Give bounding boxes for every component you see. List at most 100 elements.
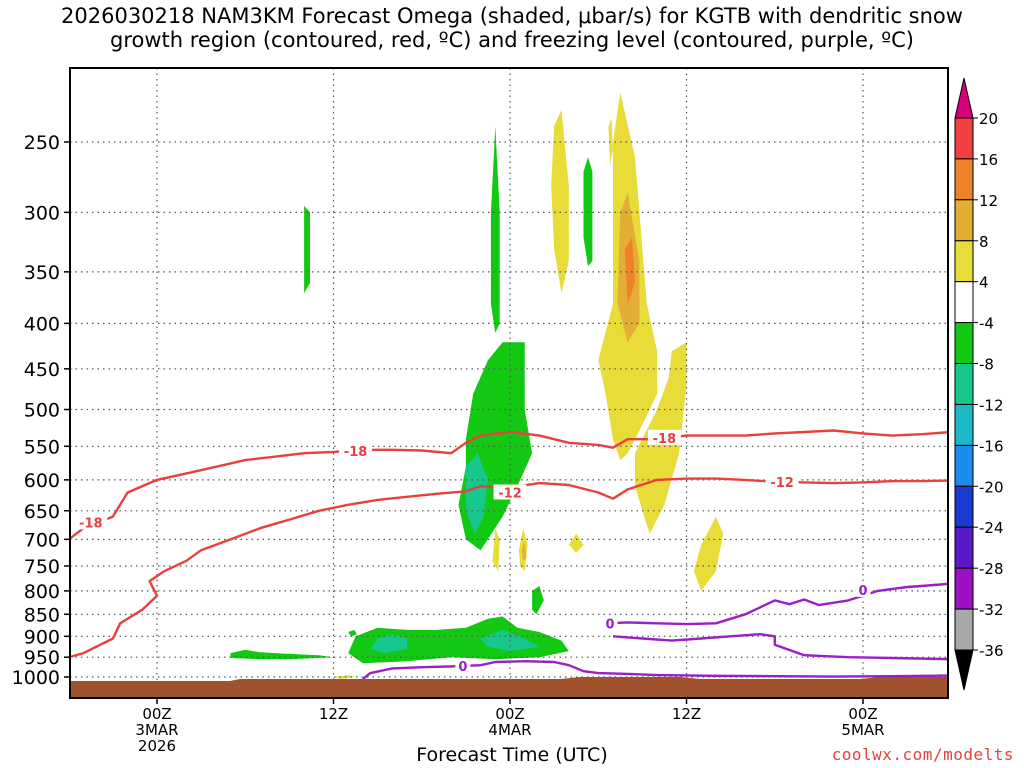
omega-region-22	[333, 675, 356, 679]
y-tick-label: 450	[24, 359, 60, 381]
colorbar-label: 12	[979, 192, 998, 210]
colorbar-label: -20	[979, 478, 1004, 496]
isotherm-label-bg	[339, 443, 373, 459]
colorbar-bin-5	[954, 322, 974, 365]
freezing-contour-0	[362, 660, 948, 680]
y-tick-label: 900	[24, 626, 60, 648]
colorbar-bin-1	[954, 158, 974, 201]
isotherm-label-bg	[74, 514, 108, 530]
omega-shading-layer	[230, 92, 724, 679]
y-tick-label: 850	[24, 604, 60, 626]
isotherm-label: -18	[653, 432, 677, 447]
omega-region-21	[608, 118, 613, 165]
omega-region-19	[521, 542, 527, 561]
freezing-level-contours: 0 0 0	[362, 581, 948, 680]
y-tick-label: 650	[24, 501, 60, 523]
y-tick-label: 750	[24, 556, 60, 578]
site-credit: coolwx.com/modelts	[831, 745, 1014, 764]
y-tick-label: 400	[24, 313, 60, 335]
omega-region-14	[624, 237, 635, 304]
colorbar-label: 8	[979, 233, 989, 251]
y-tick-label: 800	[24, 581, 60, 603]
omega-region-7	[490, 126, 500, 333]
y-tick-label: 550	[24, 436, 60, 458]
colorbar-bin-0	[954, 117, 974, 160]
plot-frame	[69, 67, 949, 699]
freezing-label: 0	[605, 617, 614, 632]
colorbar-label: -8	[979, 356, 994, 374]
colorbar-bin-3	[954, 240, 974, 283]
pressure-gridlines	[70, 68, 948, 698]
x-tick-label: 00Z	[142, 705, 171, 723]
y-tick-label: 1000	[12, 667, 60, 689]
y-tick-label: 600	[24, 470, 60, 492]
isotherm-label: -12	[498, 487, 522, 502]
colorbar-label: -32	[979, 601, 1004, 619]
freezing-label-bg	[455, 658, 471, 673]
chart-title: 2026030218 NAM3KM Forecast Omega (shaded…	[0, 4, 1024, 52]
y-tick-label: 950	[24, 647, 60, 669]
plot-border	[69, 67, 949, 699]
colorbar-label: -12	[979, 397, 1004, 415]
omega-region-10	[348, 629, 357, 637]
colorbar-bin-6	[954, 363, 974, 405]
colorbar-bin-10	[954, 526, 974, 569]
isotherm-label-bg	[493, 484, 527, 500]
x-tick-label: 3MAR	[135, 721, 178, 739]
y-tick-label: 500	[24, 400, 60, 422]
isotherm-label-bg	[765, 473, 799, 489]
isotherm-contour-0	[70, 429, 948, 540]
omega-region-6	[304, 205, 310, 294]
colorbar-label: -24	[979, 519, 1004, 537]
y-tick-label: 250	[24, 132, 60, 154]
colorbar-bin-12	[954, 608, 974, 651]
ground-surface	[70, 677, 948, 698]
isotherm-label: -12	[770, 476, 794, 491]
colorbar-bin-4	[954, 281, 974, 324]
x-tick-label: 00Z	[848, 705, 877, 723]
x-tick-label: 4MAR	[488, 721, 531, 739]
freezing-label-bg	[602, 615, 618, 631]
colorbar-label: -28	[979, 560, 1004, 578]
pressure-axis: 2503003504004505005506006507007508008509…	[12, 132, 70, 689]
colorbar-top-arrow	[954, 77, 974, 119]
freezing-label-bg	[855, 581, 871, 597]
freezing-label: 0	[858, 584, 867, 599]
colorbar-bin-11	[954, 567, 974, 610]
freezing-contour-2	[612, 633, 948, 661]
x-tick-label: 12Z	[672, 705, 701, 723]
colorbar-bin-8	[954, 444, 974, 487]
omega-region-16	[693, 516, 724, 591]
x-tick-label: 12Z	[319, 705, 348, 723]
chart-title-line2: growth region (contoured, red, ºC) and f…	[110, 28, 914, 52]
x-axis-label: Forecast Time (UTC)	[416, 744, 608, 766]
y-tick-label: 300	[24, 202, 60, 224]
chart-title-line1: 2026030218 NAM3KM Forecast Omega (shaded…	[61, 4, 963, 28]
isotherm-label: -18	[344, 445, 368, 460]
x-tick-label: 00Z	[495, 705, 524, 723]
omega-region-8	[583, 157, 593, 267]
freezing-contour-1	[605, 582, 948, 626]
y-tick-label: 350	[24, 262, 60, 284]
freezing-label: 0	[458, 660, 467, 675]
isotherm-label-bg	[647, 429, 681, 445]
y-tick-label: 700	[24, 529, 60, 551]
colorbar-label: -4	[979, 315, 994, 333]
x-tick-label: 5MAR	[841, 721, 884, 739]
colorbar-label: 20	[979, 110, 998, 128]
x-tick-label: 2026	[138, 737, 176, 755]
omega-region-11	[551, 109, 569, 294]
colorbar-label: 16	[979, 151, 998, 169]
ground-layer	[70, 677, 948, 698]
omega-region-9	[532, 586, 544, 615]
colorbar-label: 4	[979, 274, 989, 292]
colorbar-bin-2	[954, 199, 974, 242]
omega-region-1	[465, 453, 488, 534]
isotherm-label: -18	[79, 516, 103, 531]
colorbar-label: -36	[979, 642, 1004, 660]
omega-colorbar: 20 16 12 8 4 -4 -8 -12 -16 -20 -24 -28 -32 -36	[954, 77, 1004, 691]
omega-region-3	[370, 634, 407, 654]
colorbar-bottom-arrow	[954, 649, 974, 691]
dendritic-growth-contours: -18 -18 -18 -12 -12	[70, 429, 948, 659]
